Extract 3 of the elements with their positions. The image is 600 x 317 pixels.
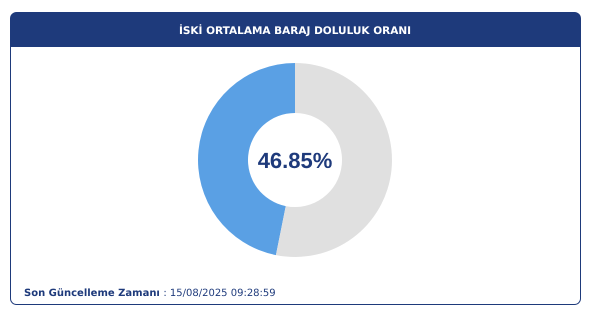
chart-title: İSKİ ORTALAMA BARAJ DOLULUK ORANI <box>178 24 412 37</box>
text: 46.85% <box>258 148 332 173</box>
text: Son Güncelleme Zamanı : 15/08/2025 09:28:59 <box>24 288 276 299</box>
